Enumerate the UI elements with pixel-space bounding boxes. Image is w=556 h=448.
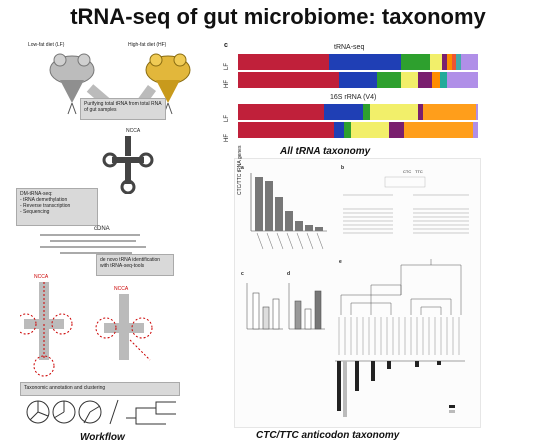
panel-e-label: e — [339, 259, 342, 265]
dm-trna-seq-box: DM-tRNA-seq: - tRNA demethylation - Reve… — [16, 188, 98, 226]
bar-trna-lf — [238, 54, 478, 70]
anticodon-figure: a CTC/TTC tRNA genes b CTC TTC c d — [234, 146, 481, 428]
bar-16s-lf — [238, 104, 478, 120]
dm-step-1: - tRNA demethylation — [20, 197, 68, 203]
lf-row-label-1: LF — [224, 62, 230, 70]
hf-label: High-fat diet (HF) — [128, 42, 167, 48]
lf-row-label-2: LF — [224, 114, 230, 122]
panel-d-bars — [288, 283, 325, 330]
workflow-panel: Low-fat diet (LF) High-fat diet (HF) Pur… — [10, 40, 220, 443]
16s-header: 16S rRNA (V4) — [330, 94, 377, 101]
hf-row-label-1: HF — [224, 80, 230, 88]
b-ctc-label: CTC — [403, 169, 412, 174]
panel-c-lower-label: c — [241, 271, 244, 277]
all-trna-caption: All tRNA taxonomy — [280, 146, 371, 157]
trna-cloverleaf-icon — [102, 136, 154, 194]
dm-title: DM-tRNA-seq: — [20, 191, 53, 197]
dm-step-3: - Sequencing — [20, 209, 50, 215]
bar-16s-hf — [238, 122, 478, 138]
dm-step-2: - Reverse transcription — [20, 203, 71, 209]
panel-a-label: a — [241, 165, 244, 171]
b-ttc-label: TTC — [415, 169, 423, 174]
annot-box: Taxonomic annotation and clustering — [20, 382, 180, 396]
trna-seq-header: tRNA-seq — [334, 44, 365, 51]
cdna-lines — [40, 234, 146, 254]
panel-a-ylabel: CTC/TTC tRNA genes — [237, 145, 243, 195]
pie-and-tree-icons — [26, 399, 176, 425]
ncca-top-label: NCCA — [126, 128, 141, 134]
purify-box: Purifying total tRNA from total RNA of g… — [80, 98, 166, 120]
modified-trna-icons — [20, 282, 153, 377]
all-trna-taxonomy-panel: c tRNA-seq LF HF 16S rRNA (V4) LF HF — [224, 42, 480, 142]
lf-label: Low-fat diet (LF) — [28, 42, 65, 48]
panel-c-lower-bars — [246, 283, 283, 330]
denovo-box: de novo tRNA identification with tRNA-se… — [96, 254, 174, 276]
ncca-right-label: NCCA — [114, 286, 129, 292]
hf-row-label-2: HF — [224, 134, 230, 142]
anticodon-caption: CTC/TTC anticodon taxonomy — [256, 430, 400, 441]
panel-c-label: c — [224, 42, 228, 49]
panel-b-tables — [343, 176, 469, 234]
cdna-label: cDNA — [94, 226, 110, 232]
ncca-left-label: NCCA — [34, 274, 49, 280]
page-title: tRNA-seq of gut microbiome: taxonomy — [70, 4, 486, 29]
panel-e-tree-and-bars — [335, 259, 465, 417]
panel-a-bar-chart — [250, 173, 327, 250]
bar-trna-hf — [238, 72, 478, 88]
panel-d-label: d — [287, 271, 291, 277]
panel-b-label: b — [341, 165, 345, 171]
workflow-caption: Workflow — [80, 432, 125, 443]
